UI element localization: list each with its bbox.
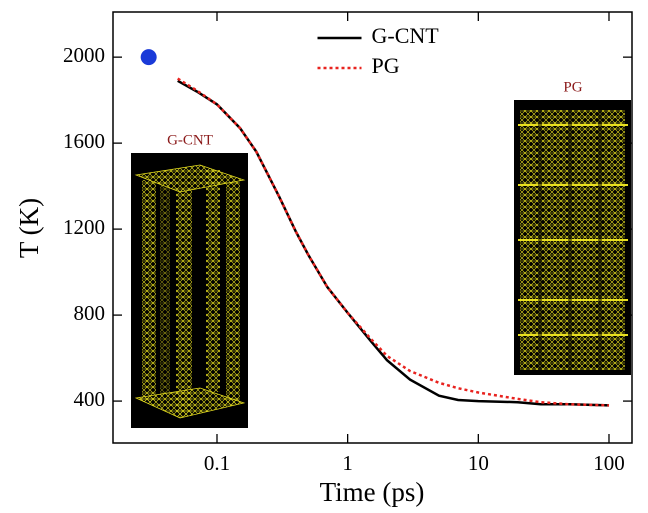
y-tick-label: 1600 (63, 129, 105, 153)
inset-gcnt (131, 153, 248, 428)
legend-label: G-CNT (372, 23, 440, 48)
y-tick-label: 2000 (63, 43, 105, 67)
y-axis-title: T (K) (14, 198, 44, 258)
legend-label: PG (372, 53, 400, 78)
inset-label: G-CNT (167, 132, 213, 148)
series-line (177, 77, 610, 407)
x-tick-label: 0.1 (204, 451, 230, 475)
y-tick-label: 400 (74, 387, 106, 411)
inset-pg (514, 100, 631, 375)
y-tick-label: 800 (74, 301, 106, 325)
x-tick-label: 10 (468, 451, 489, 475)
x-axis-title: Time (ps) (320, 477, 425, 507)
x-tick-label: 1 (342, 451, 353, 475)
x-tick-label: 100 (593, 451, 625, 475)
y-tick-label: 1200 (63, 215, 105, 239)
plot-frame (112, 11, 633, 444)
inset-label: PG (563, 79, 582, 95)
marker-point (140, 49, 157, 66)
